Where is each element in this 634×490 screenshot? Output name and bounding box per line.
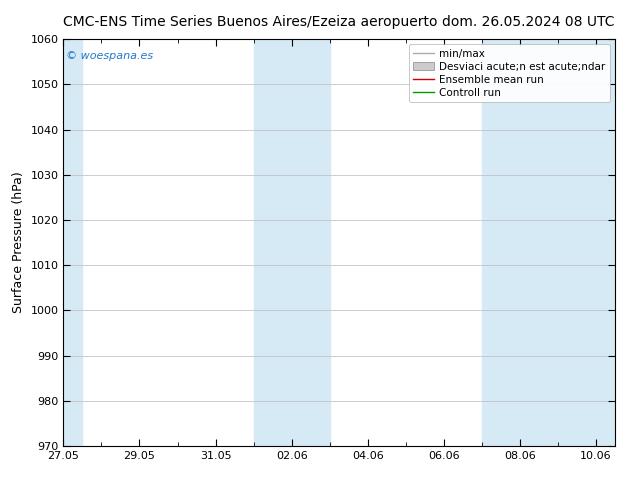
Bar xyxy=(63,39,82,446)
Bar xyxy=(254,39,330,446)
Text: © woespana.es: © woespana.es xyxy=(66,51,153,61)
Bar xyxy=(482,39,615,446)
Legend: min/max, Desviaci acute;n est acute;ndar, Ensemble mean run, Controll run: min/max, Desviaci acute;n est acute;ndar… xyxy=(409,45,610,102)
Y-axis label: Surface Pressure (hPa): Surface Pressure (hPa) xyxy=(12,172,25,314)
Text: dom. 26.05.2024 08 UTC: dom. 26.05.2024 08 UTC xyxy=(443,15,615,29)
Text: CMC-ENS Time Series Buenos Aires/Ezeiza aeropuerto: CMC-ENS Time Series Buenos Aires/Ezeiza … xyxy=(63,15,438,29)
